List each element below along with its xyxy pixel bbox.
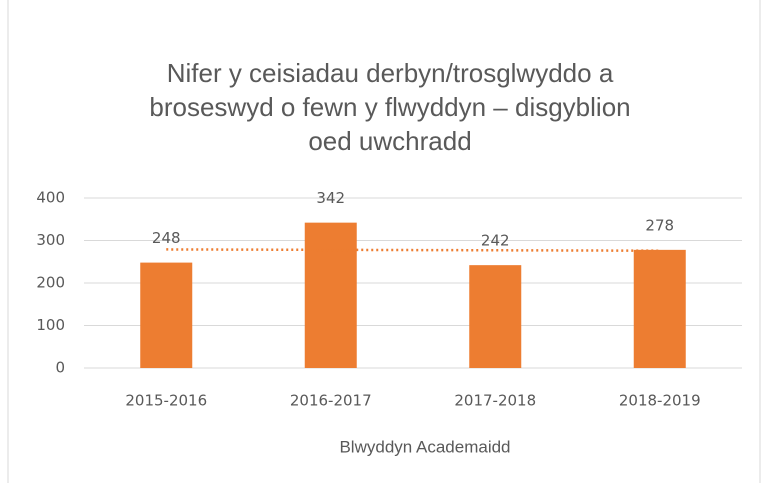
bar bbox=[140, 262, 193, 368]
data-label: 278 bbox=[645, 216, 674, 234]
bar bbox=[633, 249, 686, 368]
trendline bbox=[166, 248, 660, 252]
chart-title: oed uwchradd bbox=[308, 126, 471, 156]
chart-title: Nifer y ceisiadau derbyn/trosglwyddo a bbox=[167, 58, 614, 88]
x-tick-label: 2015-2016 bbox=[125, 392, 207, 410]
data-label: 242 bbox=[481, 232, 510, 250]
data-label: 248 bbox=[152, 229, 181, 247]
y-tick-label: 0 bbox=[55, 359, 65, 377]
x-axis-title: Blwyddyn Academaidd bbox=[339, 437, 510, 456]
data-label: 342 bbox=[316, 189, 345, 207]
chart-title: broseswyd o fewn y flwyddyn – disgyblion bbox=[149, 92, 630, 122]
x-tick-label: 2016-2017 bbox=[290, 392, 372, 410]
y-tick-label: 300 bbox=[36, 231, 65, 249]
y-tick-label: 400 bbox=[36, 189, 65, 207]
bar bbox=[469, 265, 522, 368]
x-tick-label: 2018-2019 bbox=[619, 392, 701, 410]
y-tick-label: 100 bbox=[36, 316, 65, 334]
bar bbox=[304, 222, 357, 368]
y-tick-label: 200 bbox=[36, 274, 65, 292]
chart-frame bbox=[7, 0, 761, 488]
x-tick-label: 2017-2018 bbox=[454, 392, 536, 410]
